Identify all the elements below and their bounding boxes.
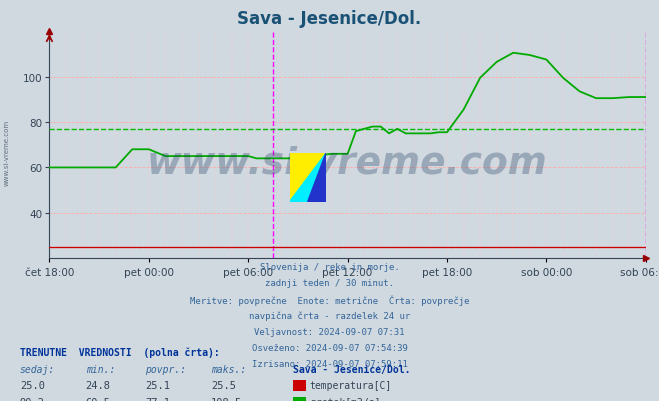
- Text: Meritve: povprečne  Enote: metrične  Črta: povprečje: Meritve: povprečne Enote: metrične Črta:…: [190, 295, 469, 305]
- Polygon shape: [290, 154, 326, 202]
- Text: povpr.:: povpr.:: [145, 364, 186, 374]
- Polygon shape: [290, 154, 326, 202]
- Text: Osveženo: 2024-09-07 07:54:39: Osveženo: 2024-09-07 07:54:39: [252, 343, 407, 352]
- Text: www.si-vreme.com: www.si-vreme.com: [147, 146, 548, 181]
- Text: zadnji teden / 30 minut.: zadnji teden / 30 minut.: [265, 279, 394, 288]
- Text: 90.2: 90.2: [20, 397, 45, 401]
- Text: 25.5: 25.5: [211, 381, 236, 391]
- Text: sedaj:: sedaj:: [20, 364, 55, 374]
- Text: navpična črta - razdelek 24 ur: navpična črta - razdelek 24 ur: [249, 311, 410, 320]
- Text: 25.0: 25.0: [20, 381, 45, 391]
- Polygon shape: [308, 154, 326, 202]
- Text: Sava - Jesenice/Dol.: Sava - Jesenice/Dol.: [237, 10, 422, 28]
- Text: maks.:: maks.:: [211, 364, 246, 374]
- Text: min.:: min.:: [86, 364, 115, 374]
- Text: Veljavnost: 2024-09-07 07:31: Veljavnost: 2024-09-07 07:31: [254, 327, 405, 336]
- Text: temperatura[C]: temperatura[C]: [310, 381, 392, 391]
- Text: Izrisano: 2024-09-07 07:59:11: Izrisano: 2024-09-07 07:59:11: [252, 359, 407, 368]
- Text: www.si-vreme.com: www.si-vreme.com: [3, 119, 10, 185]
- Text: 108.5: 108.5: [211, 397, 242, 401]
- Text: Slovenija / reke in morje.: Slovenija / reke in morje.: [260, 263, 399, 271]
- Text: 77.1: 77.1: [145, 397, 170, 401]
- Text: 25.1: 25.1: [145, 381, 170, 391]
- Text: pretok[m3/s]: pretok[m3/s]: [310, 397, 380, 401]
- Text: TRENUTNE  VREDNOSTI  (polna črta):: TRENUTNE VREDNOSTI (polna črta):: [20, 347, 219, 357]
- Text: Sava - Jesenice/Dol.: Sava - Jesenice/Dol.: [293, 364, 411, 374]
- Text: 24.8: 24.8: [86, 381, 111, 391]
- Text: 60.5: 60.5: [86, 397, 111, 401]
